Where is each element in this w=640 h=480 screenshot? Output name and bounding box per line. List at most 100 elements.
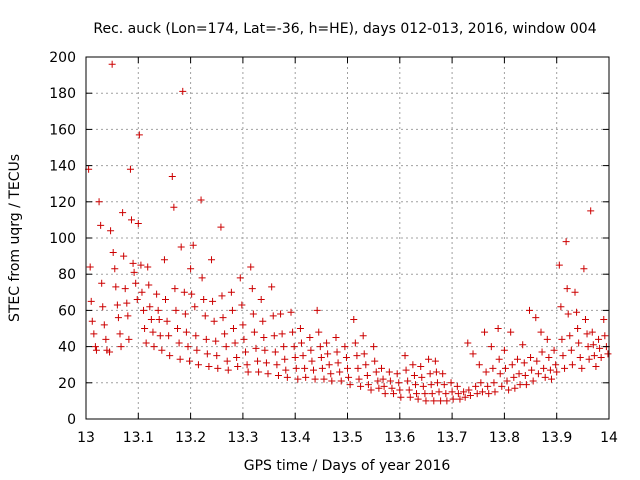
data-point [126,165,134,173]
data-point [179,87,187,95]
data-point [214,364,222,372]
data-point [99,303,107,311]
data-point [244,368,252,376]
data-point [396,386,404,394]
data-point [98,279,106,287]
data-point [165,332,173,340]
data-point [431,357,439,365]
data-point [520,359,528,367]
data-point [473,390,481,398]
x-tick-label: 13.5 [332,430,363,446]
data-point [249,310,257,318]
data-point [274,372,282,380]
y-tick-label: 80 [58,267,76,283]
data-point [313,306,321,314]
data-point [316,343,324,351]
data-point [350,315,358,323]
data-point [294,375,302,383]
data-point [261,346,269,354]
data-point [537,328,545,336]
data-point [592,363,600,371]
data-point [172,306,180,314]
data-point [132,279,140,287]
data-point [108,60,116,68]
y-axis-label: STEC from uqrg / TECUs [7,154,23,322]
data-point [273,361,281,369]
data-point [212,337,220,345]
data-point [604,350,612,358]
data-point [587,207,595,215]
data-point [477,379,485,387]
data-point [367,386,375,394]
data-point [228,306,236,314]
y-tick-label: 160 [49,122,76,138]
data-point [111,265,119,273]
data-point [262,359,270,367]
data-point [496,370,504,378]
data-point [466,391,474,399]
data-point [359,332,367,340]
data-point [97,221,105,229]
data-point [247,263,255,271]
data-point [484,382,492,390]
data-point [144,263,152,271]
data-point [328,377,336,385]
data-point [264,370,272,378]
data-point [135,131,143,139]
data-point [290,343,298,351]
data-point [410,372,418,380]
data-point [494,325,502,332]
x-tick-label: 13.8 [489,430,520,446]
data-point [419,382,427,390]
data-point [182,328,190,336]
data-point [201,312,209,320]
data-point [311,375,319,383]
data-point [557,303,565,311]
data-point [277,310,285,318]
data-point [223,357,231,365]
data-point [372,368,380,376]
data-point [188,290,196,298]
data-point [163,317,171,325]
data-point [194,361,202,369]
data-point [500,346,508,354]
data-point [278,330,286,338]
data-point [317,353,325,361]
data-point [269,312,277,320]
y-tick-labels: 0 20 40 60 80 100 120 140 160 180 200 [49,50,76,428]
data-point [176,355,184,363]
data-point [291,353,299,361]
data-point [327,370,335,378]
data-point [395,379,403,387]
data-point [280,343,288,351]
data-point [208,256,216,264]
data-point [287,308,295,316]
data-points [85,60,612,405]
data-point [385,368,393,376]
data-point [583,330,591,338]
data-point [428,390,436,398]
data-point [271,348,279,356]
y-tick-label: 20 [58,376,76,392]
data-point [529,377,537,385]
data-point [205,363,213,371]
data-point [315,328,323,336]
data-point [121,285,129,293]
data-point [283,373,291,381]
data-point [154,306,162,314]
y-tick-label: 0 [67,412,76,428]
data-point [346,381,354,389]
data-point [192,332,200,340]
data-point [250,328,258,336]
data-point [362,361,370,369]
data-point [377,364,385,372]
data-point [363,372,371,380]
data-point [353,352,361,360]
data-point [141,325,149,332]
data-point [191,303,199,311]
data-point [229,325,237,332]
data-point [252,344,260,352]
data-point [547,375,555,383]
data-point [299,352,307,360]
data-point [240,335,248,343]
